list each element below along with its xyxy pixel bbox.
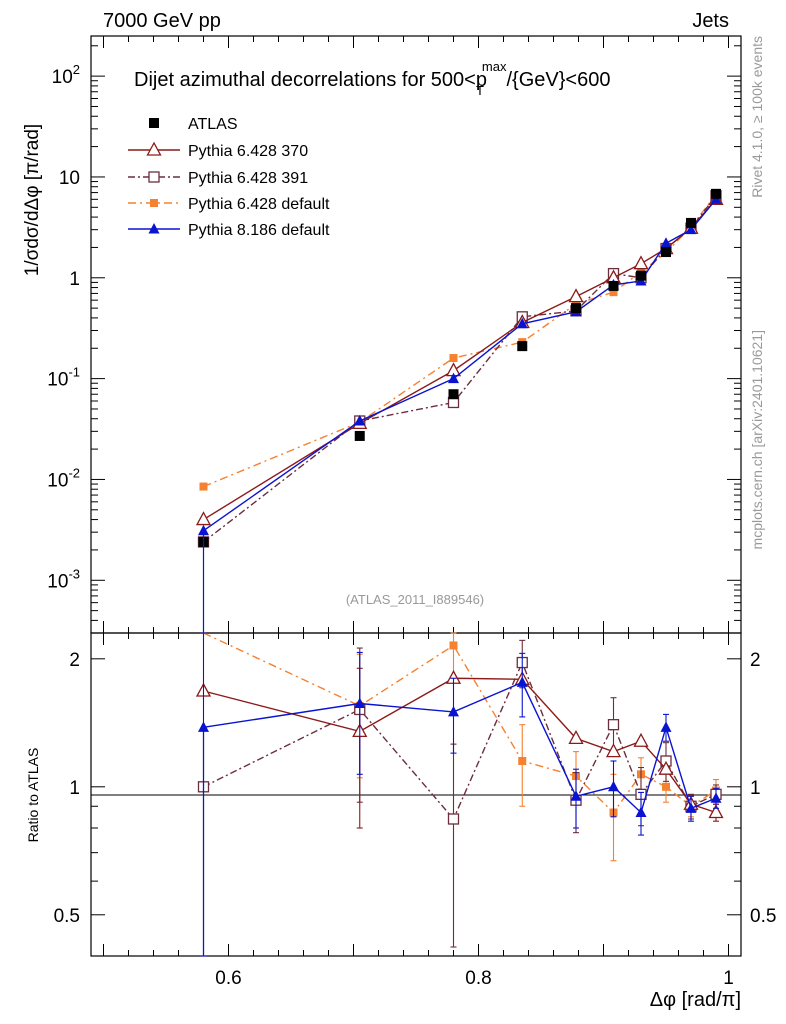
data-point-pythia-8-186-default (516, 317, 528, 329)
ratio-tick-label: 0.5 (54, 906, 80, 927)
ratio-point-pythia-8-186-default (354, 697, 366, 709)
legend-label-pythia-6-428-370: Pythia 6.428 370 (188, 143, 308, 160)
y-tick-label: 10 (59, 168, 80, 189)
data-point-atlas (354, 430, 365, 441)
ratio-point-pythia-8-186-default (198, 721, 209, 732)
data-point-pythia-6-428-370 (633, 255, 649, 270)
ratio-point-pythia-6-428-370 (658, 760, 674, 775)
ratio-point-pythia-8-186-default (635, 806, 647, 818)
x-tick-label: 1 (723, 968, 734, 989)
ratio-line-pythia-6-428-default (203, 632, 717, 814)
chart-title-part-2: /{GeV}<600 (506, 69, 610, 91)
ratio-point-pythia-6-428-391 (607, 719, 620, 731)
data-point-pythia-8-186-default (660, 237, 672, 248)
ratio-point-pythia-8-186-default (516, 676, 528, 687)
data-point-atlas (571, 303, 581, 314)
legend-marker-pythia-6-428-default (150, 199, 158, 207)
ratio-point-pythia-8-186-default (660, 721, 672, 732)
data-point-atlas (661, 247, 671, 258)
legend: ATLAS Pythia 6.428 370 Pythia 6.428 391 Pyt… (128, 116, 330, 239)
ratio-point-pythia-8-186-default (448, 705, 459, 717)
data-point-atlas (517, 341, 528, 352)
legend-marker-pythia-8-186-default (148, 223, 160, 234)
axis-tick-labels: 0.6 0.8 1 10-3 10-2 10-1 1 10 102 0.5 0.5 1 1 2 2 (47, 62, 776, 989)
y-tick-label: 102 (52, 62, 80, 88)
data-point-atlas (686, 217, 696, 228)
data-point-atlas (711, 188, 721, 199)
data-point-atlas (448, 389, 459, 400)
data-point-pythia-6-428-370 (195, 511, 212, 526)
ratio-axis-label: Ratio to ATLAS (25, 748, 41, 843)
ratio-point-pythia-6-428-370 (708, 804, 724, 819)
ratio-line-pythia-8-186-default (203, 681, 717, 814)
data-point-pythia-8-186-default (198, 524, 209, 536)
ratio-point-pythia-6-428-default (518, 756, 527, 765)
x-axis-label: Δφ [rad/π] (650, 989, 741, 1011)
ratio-point-pythia-8-186-default (710, 792, 722, 803)
y-tick-label: 10-1 (47, 365, 80, 391)
ratio-tick-label: 2 (69, 650, 80, 671)
ratio-line-pythia-6-428-370 (203, 677, 717, 814)
ratio-series-group (195, 632, 724, 957)
mcplots-label: mcplots.cern.ch [arXiv:2401.10621] (749, 330, 765, 549)
y-tick-label: 1 (69, 269, 80, 290)
legend-label-pythia-6-428-default: Pythia 6.428 default (188, 196, 330, 213)
data-point-pythia-8-186-default (685, 223, 697, 235)
series-line-pythia-8-186-default (203, 198, 717, 532)
legend-label-pythia-6-428-391: Pythia 6.428 391 (188, 170, 308, 187)
legend-label-atlas: ATLAS (188, 116, 238, 133)
ratio-point-pythia-6-428-default (662, 782, 670, 791)
analysis-label: (ATLAS_2011_I889546) (346, 592, 484, 607)
main-series-group (195, 188, 724, 633)
ratio-point-pythia-8-186-default (570, 790, 582, 801)
data-point-pythia-6-428-370 (568, 288, 584, 303)
legend-label-pythia-8-186-default: Pythia 8.186 default (188, 222, 330, 239)
ratio-tick-label: 1 (69, 778, 80, 799)
x-tick-label: 0.8 (465, 968, 491, 989)
header-right-label: Jets (692, 10, 729, 32)
rivet-label: Rivet 4.1.0, ≥ 100k events (749, 36, 765, 198)
data-point-atlas (608, 280, 619, 291)
legend-marker-atlas (149, 118, 159, 128)
y-tick-label: 10-2 (47, 465, 80, 491)
ratio-point-pythia-6-428-370 (568, 729, 584, 745)
y-tick-label: 10-3 (47, 566, 80, 592)
data-point-pythia-6-428-default (199, 482, 208, 491)
data-point-atlas (636, 270, 646, 281)
chart-title-sub: T (476, 83, 484, 98)
x-tick-label: 0.6 (215, 968, 241, 989)
legend-marker-pythia-6-428-391 (148, 171, 160, 183)
ratio-tick-label-right: 0.5 (750, 906, 776, 927)
ratio-point-pythia-6-428-391 (447, 813, 460, 825)
chart-title: Dijet azimuthal decorrelations for 500<p… (134, 59, 610, 98)
ratio-point-pythia-8-186-default (685, 802, 697, 813)
series-line-pythia-6-428-391 (203, 195, 717, 543)
ratio-line-pythia-6-428-391 (203, 660, 717, 821)
data-point-pythia-8-186-default (448, 372, 459, 384)
chart-title-part-1: Dijet azimuthal decorrelations for 500<p (134, 69, 487, 91)
legend-marker-pythia-6-428-370 (146, 141, 162, 156)
ratio-point-pythia-6-428-370 (605, 743, 622, 758)
ratio-tick-label-right: 1 (750, 778, 761, 799)
ratio-point-pythia-6-428-default (449, 641, 458, 650)
series-line-pythia-6-428-370 (203, 198, 717, 521)
data-point-pythia-6-428-default (449, 354, 458, 363)
chart-title-sup: max (482, 59, 507, 74)
ratio-point-pythia-8-186-default (608, 780, 619, 792)
ratio-point-pythia-6-428-370 (633, 732, 649, 747)
header-left-label: 7000 GeV pp (103, 10, 221, 32)
data-point-pythia-6-428-default (609, 288, 618, 297)
data-point-pythia-8-186-default (354, 414, 366, 426)
y-axis-label: 1/σdσ/dΔφ [π/rad] (22, 124, 43, 276)
ratio-tick-label-right: 2 (750, 650, 761, 671)
